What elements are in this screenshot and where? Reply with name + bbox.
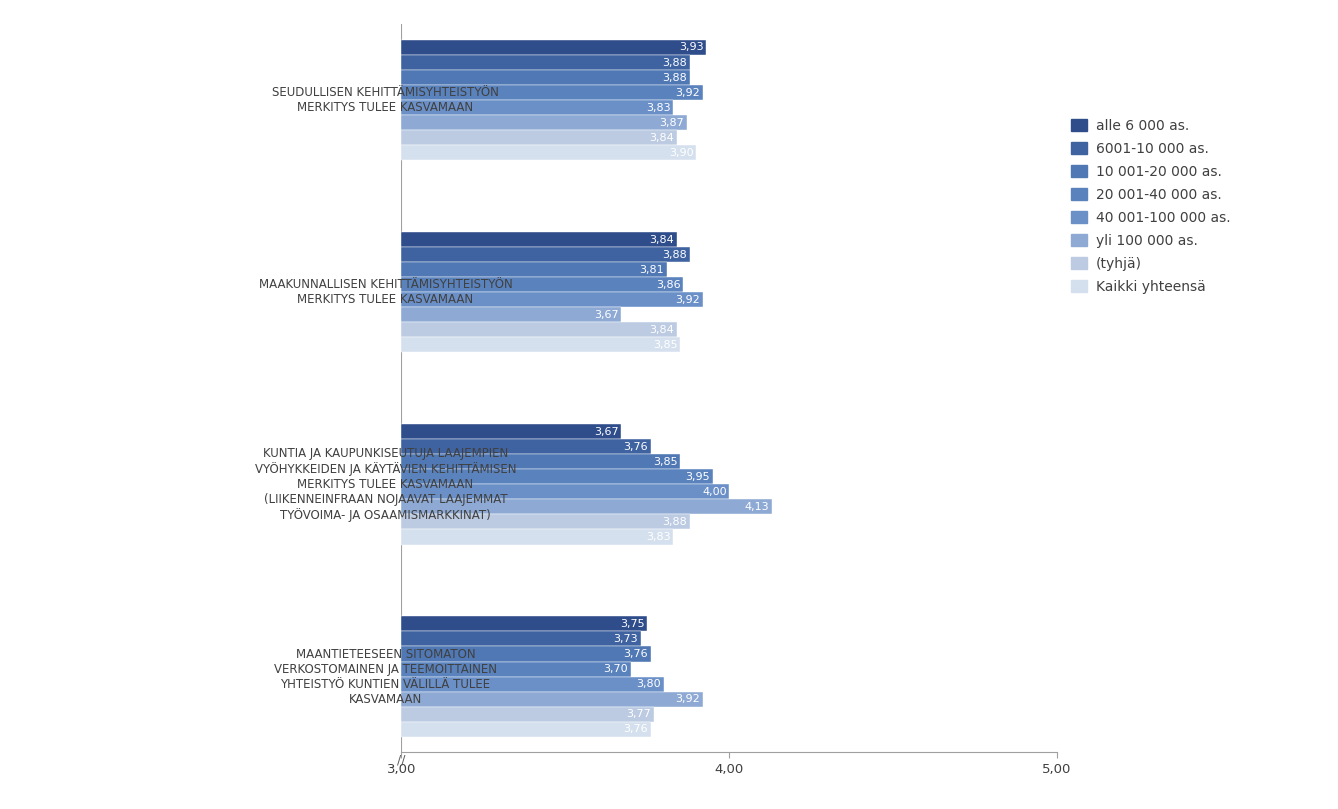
Text: 3,77: 3,77 — [626, 709, 652, 719]
Bar — [401, 115, 686, 130]
Bar — [401, 455, 680, 469]
Bar — [401, 616, 648, 632]
Text: 4,00: 4,00 — [702, 487, 727, 497]
Bar — [401, 262, 666, 277]
Text: 3,86: 3,86 — [656, 280, 681, 290]
Text: 3,84: 3,84 — [649, 133, 674, 142]
Text: 3,92: 3,92 — [676, 87, 700, 98]
Text: 3,83: 3,83 — [646, 103, 670, 112]
Text: 3,85: 3,85 — [653, 457, 677, 467]
Text: 3,92: 3,92 — [676, 694, 700, 704]
Text: 3,76: 3,76 — [624, 442, 648, 451]
Bar — [401, 499, 772, 515]
Text: 3,85: 3,85 — [653, 340, 677, 349]
Bar — [401, 632, 641, 646]
Bar — [401, 676, 664, 692]
Text: 3,88: 3,88 — [662, 57, 688, 67]
Bar — [401, 469, 713, 485]
Text: 3,95: 3,95 — [685, 472, 710, 482]
Bar — [401, 130, 677, 145]
Text: 3,76: 3,76 — [624, 649, 648, 659]
Text: //: // — [397, 754, 405, 767]
Bar — [401, 646, 650, 662]
Text: 3,88: 3,88 — [662, 517, 688, 527]
Text: 3,84: 3,84 — [649, 235, 674, 244]
Text: 3,80: 3,80 — [637, 679, 661, 689]
Text: 4,13: 4,13 — [744, 502, 769, 512]
Bar — [401, 145, 696, 160]
Text: 3,92: 3,92 — [676, 294, 700, 305]
Bar — [401, 424, 621, 439]
Text: 3,84: 3,84 — [649, 325, 674, 335]
Text: 3,93: 3,93 — [678, 42, 704, 53]
Text: 3,87: 3,87 — [660, 117, 684, 128]
Bar — [401, 85, 702, 100]
Legend: alle 6 000 as., 6001-10 000 as., 10 001-20 000 as., 20 001-40 000 as., 40 001-10: alle 6 000 as., 6001-10 000 as., 10 001-… — [1070, 119, 1230, 294]
Text: 3,90: 3,90 — [669, 148, 694, 158]
Bar — [401, 247, 690, 262]
Text: 3,73: 3,73 — [613, 634, 638, 644]
Text: 3,83: 3,83 — [646, 532, 670, 542]
Text: 3,67: 3,67 — [594, 310, 618, 320]
Text: 3,76: 3,76 — [624, 724, 648, 735]
Bar — [401, 322, 677, 337]
Bar — [401, 662, 632, 676]
Bar — [401, 337, 680, 353]
Bar — [401, 307, 621, 322]
Bar — [401, 439, 650, 455]
Bar — [401, 692, 702, 706]
Bar — [401, 485, 729, 499]
Text: 3,88: 3,88 — [662, 250, 688, 260]
Bar — [401, 515, 690, 530]
Bar — [401, 100, 673, 115]
Text: 3,70: 3,70 — [603, 664, 629, 674]
Bar — [401, 232, 677, 247]
Bar — [401, 292, 702, 307]
Bar — [401, 40, 706, 55]
Bar — [401, 706, 654, 722]
Bar — [401, 530, 673, 544]
Text: 3,88: 3,88 — [662, 73, 688, 83]
Text: 3,81: 3,81 — [640, 265, 664, 275]
Text: 3,67: 3,67 — [594, 427, 618, 437]
Bar — [401, 277, 684, 292]
Bar — [401, 722, 650, 737]
Bar — [401, 70, 690, 85]
Text: 3,75: 3,75 — [619, 619, 645, 629]
Bar — [401, 55, 690, 70]
